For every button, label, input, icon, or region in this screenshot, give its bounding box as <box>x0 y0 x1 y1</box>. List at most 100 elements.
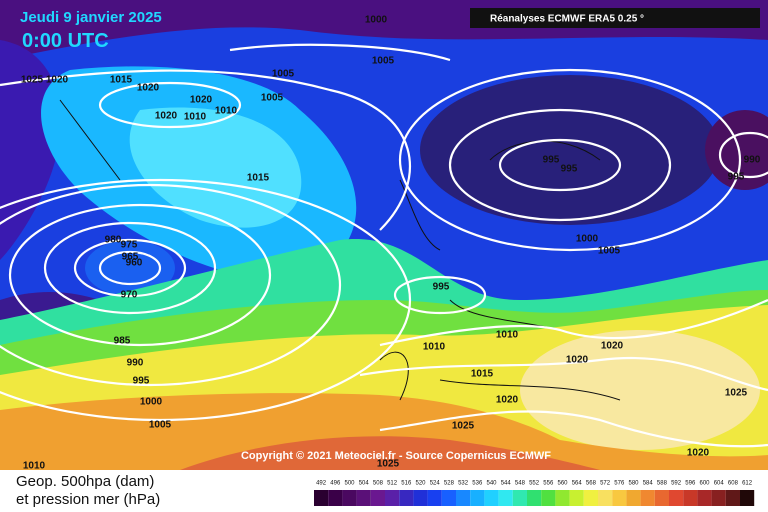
color-box <box>441 490 456 506</box>
time: 0:00 UTC <box>22 30 109 52</box>
isobars <box>0 43 768 448</box>
scale-label: 532 <box>458 481 469 487</box>
scale-label: 520 <box>415 481 426 487</box>
background <box>0 0 768 470</box>
color-box <box>626 490 641 506</box>
isobar-label: 1000 <box>576 234 599 245</box>
isobar-label: 1000 <box>140 397 163 408</box>
date: Jeudi 9 janvier 2025 <box>20 9 162 26</box>
scale-label: 604 <box>714 481 725 487</box>
isobar-label: 1015 <box>247 173 270 184</box>
isobar-label: 1020 <box>687 448 710 459</box>
isobar-label: 1025 <box>21 75 44 86</box>
isobar-label: 1005 <box>598 246 621 257</box>
color-box <box>669 490 684 506</box>
color-box <box>569 490 584 506</box>
color-box <box>527 490 542 506</box>
color-box <box>598 490 613 506</box>
scale-label: 556 <box>543 481 554 487</box>
isobar-label: 1010 <box>423 342 446 353</box>
color-box <box>456 490 471 506</box>
scale-label: 516 <box>401 481 412 487</box>
isobar-label: 975 <box>121 240 138 251</box>
isobar-label: 1010 <box>496 330 519 341</box>
scale-label: 552 <box>529 481 540 487</box>
color-box <box>583 490 598 506</box>
color-box <box>555 490 570 506</box>
scale-label: 584 <box>643 481 654 487</box>
color-box <box>328 490 343 506</box>
color-box <box>342 490 357 506</box>
isobar-label: 1010 <box>23 461 46 472</box>
isobar-label: 1005 <box>372 56 395 67</box>
isobar-label: 1020 <box>137 83 160 94</box>
color-box <box>470 490 485 506</box>
legend-line2: et pression mer (hPa) <box>16 491 160 508</box>
color-box <box>541 490 556 506</box>
isobar-label: 995 <box>433 282 450 293</box>
scale-label: 568 <box>586 481 597 487</box>
scale-label: 500 <box>344 481 355 487</box>
scale-label: 524 <box>430 481 441 487</box>
color-box <box>427 490 442 506</box>
isobar-label: 995 <box>728 172 745 183</box>
color-box <box>484 490 499 506</box>
isobar-label: 990 <box>127 358 144 369</box>
source: Réanalyses ECMWF ERA5 0.25 ° <box>490 14 644 25</box>
color-box <box>683 490 698 506</box>
scale-label: 596 <box>685 481 696 487</box>
isobar-label: 1010 <box>215 106 238 117</box>
source-box <box>470 8 760 28</box>
scale-label: 528 <box>444 481 455 487</box>
color-box <box>697 490 712 506</box>
isobar-label: 1020 <box>155 111 178 122</box>
scale-label: 608 <box>728 481 739 487</box>
copyright: Copyright © 2021 Meteociel.fr - Source C… <box>241 450 551 462</box>
legend-line1: Geop. 500hpa (dam) <box>16 473 154 490</box>
isobar-label: 970 <box>121 290 138 301</box>
isobar-label: 1025 <box>725 388 748 399</box>
isobar-label: 1020 <box>566 355 589 366</box>
color-box <box>498 490 513 506</box>
color-box <box>314 490 329 506</box>
color-box <box>612 490 627 506</box>
scale-label: 540 <box>486 481 497 487</box>
isobar-label: 995 <box>133 376 150 387</box>
color-box <box>512 490 527 506</box>
scale-label: 580 <box>628 481 639 487</box>
isobar-label: 1020 <box>46 75 69 86</box>
scale-label: 576 <box>614 481 625 487</box>
isobar-label: 1015 <box>471 369 494 380</box>
scale-label: 512 <box>387 481 398 487</box>
scale-label: 600 <box>699 481 710 487</box>
isobar-label: 995 <box>543 155 560 166</box>
color-box <box>654 490 669 506</box>
isobar-label: 990 <box>744 155 761 166</box>
isobar-label: 1010 <box>184 112 207 123</box>
isobar-label: 1020 <box>496 395 519 406</box>
scale-label: 536 <box>472 481 483 487</box>
scale-label: 496 <box>330 481 341 487</box>
scale-label: 492 <box>316 481 327 487</box>
scale-label: 564 <box>572 481 583 487</box>
scale-label: 588 <box>657 481 668 487</box>
isobar-label: 1025 <box>452 421 475 432</box>
isobar-label: 1015 <box>110 75 133 86</box>
isobar-label: 985 <box>114 336 131 347</box>
scale-label: 612 <box>742 481 753 487</box>
isobar-label: 1020 <box>601 341 624 352</box>
isobar-label: 1025 <box>377 459 400 470</box>
isobar-label: 1005 <box>272 69 295 80</box>
isobar-label: 1005 <box>149 420 172 431</box>
isobar-label: 965 <box>122 252 139 263</box>
scale-label: 508 <box>373 481 384 487</box>
color-box <box>640 490 655 506</box>
color-box <box>725 490 740 506</box>
isobar-label: 1000 <box>365 15 388 26</box>
scale-label: 592 <box>671 481 682 487</box>
color-box <box>356 490 371 506</box>
isobar-label: 1020 <box>190 95 213 106</box>
scale-label: 504 <box>359 481 370 487</box>
scale-label: 548 <box>515 481 526 487</box>
